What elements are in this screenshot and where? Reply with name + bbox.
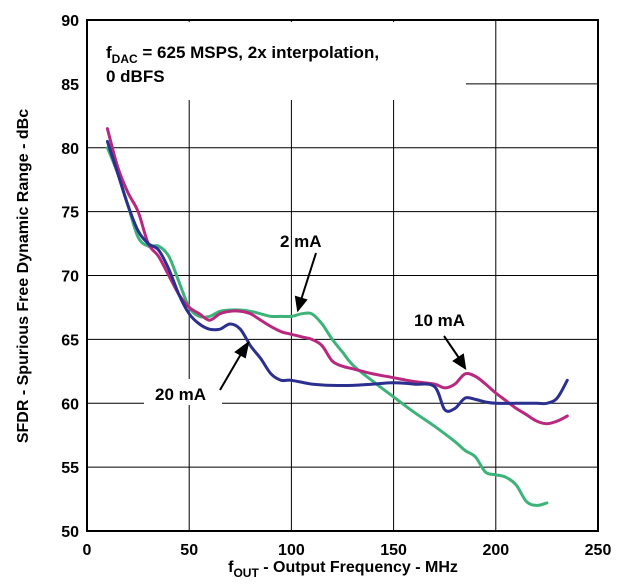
arrow-head-2ma [294, 295, 308, 313]
y-tick-label: 65 [61, 332, 79, 349]
series-line-20ma [105, 139, 569, 413]
x-tick-label: 150 [380, 542, 407, 559]
arrow-head-10ma [452, 353, 467, 371]
annotation-box [88, 22, 466, 100]
series-layer [105, 127, 569, 507]
x-tick-label: 100 [278, 542, 305, 559]
x-axis-title: fOUT - Output Frequency - MHz [228, 559, 458, 580]
y-tick-label: 60 [61, 396, 79, 413]
arrow-head-20ma [234, 340, 250, 359]
x-tick-label: 50 [180, 542, 198, 559]
label-bg-20ma [144, 379, 222, 405]
y-tick-label: 85 [61, 77, 79, 94]
x-tick-label: 200 [482, 542, 509, 559]
series-line-2ma [105, 146, 549, 507]
y-tick-label: 90 [61, 13, 79, 30]
annotation-line-1: fDAC = 625 MSPS, 2x interpolation, [106, 43, 379, 66]
series-label-2ma: 2 mA [280, 232, 322, 251]
arrow-20ma [219, 353, 242, 391]
arrow-2ma [300, 252, 317, 301]
series-label-20ma: 20 mA [155, 385, 206, 404]
arrow-10ma [443, 335, 460, 359]
plot-frame [86, 19, 599, 532]
y-tick-label: 55 [61, 460, 79, 477]
x-tick-label: 0 [83, 542, 92, 559]
y-tick-label: 70 [61, 269, 79, 286]
y-tick-label: 50 [61, 524, 79, 541]
x-tick-label: 250 [585, 542, 612, 559]
y-tick-label: 75 [61, 205, 79, 222]
annotation-line-2: 0 dBFS [106, 67, 165, 86]
y-axis-title: SFDR - Spurious Free Dynamic Range - dBc [15, 109, 32, 443]
series-label-10ma: 10 mA [414, 311, 465, 330]
arrows [219, 252, 467, 391]
y-tick-label: 80 [61, 141, 79, 158]
